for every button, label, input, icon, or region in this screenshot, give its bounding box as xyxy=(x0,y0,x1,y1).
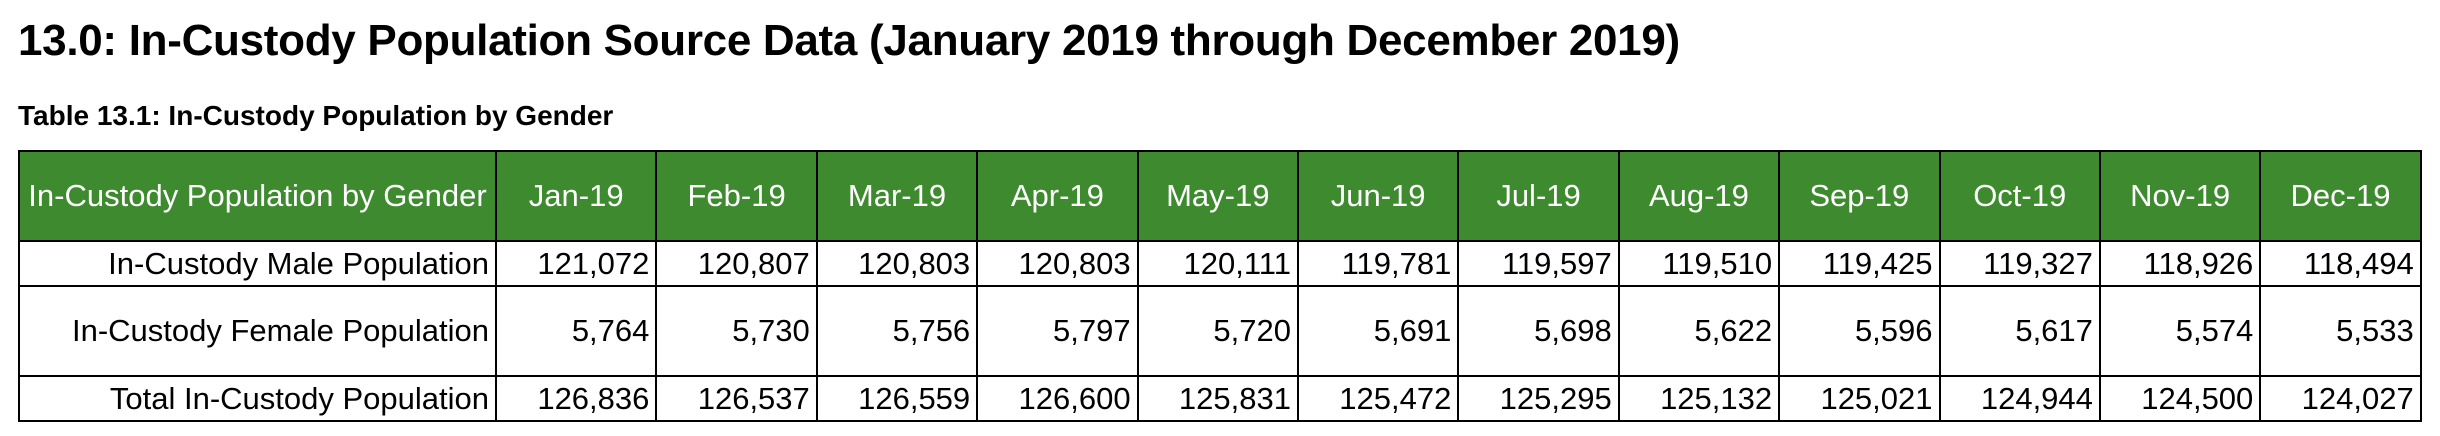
table-cell: 118,494 xyxy=(2259,240,2422,287)
table-row-total: Total In-Custody Population 126,836 126,… xyxy=(18,375,2422,422)
table-cell: 119,597 xyxy=(1457,240,1620,287)
table-caption: Table 13.1: In-Custody Population by Gen… xyxy=(18,100,614,131)
table-cell: 5,756 xyxy=(815,285,979,377)
table-cell: 125,472 xyxy=(1296,375,1460,422)
table-cell: 121,072 xyxy=(494,240,658,287)
row-label: In-Custody Female Population xyxy=(18,285,497,377)
row-label: Total In-Custody Population xyxy=(18,375,497,422)
table-cell: 125,831 xyxy=(1136,375,1299,422)
table-row-female: In-Custody Female Population 5,764 5,730… xyxy=(18,285,2422,377)
table-cell: 120,803 xyxy=(976,240,1139,287)
page-title: 13.0: In-Custody Population Source Data … xyxy=(18,16,1680,65)
table-cell: 5,574 xyxy=(2098,285,2262,377)
table-cell: 126,836 xyxy=(494,375,658,422)
table-cell: 5,533 xyxy=(2259,285,2422,377)
header-row: In-Custody Population by Gender Jan-19 F… xyxy=(18,150,2422,242)
table-cell: 119,425 xyxy=(1778,240,1941,287)
table-cell: 124,944 xyxy=(1938,375,2101,422)
month-header: Sep-19 xyxy=(1778,150,1941,242)
table-cell: 126,537 xyxy=(655,375,818,422)
table-cell: 125,021 xyxy=(1778,375,1941,422)
month-header: Mar-19 xyxy=(815,150,979,242)
table-cell: 5,596 xyxy=(1778,285,1941,377)
table-cell: 126,600 xyxy=(976,375,1139,422)
month-header: Apr-19 xyxy=(976,150,1139,242)
month-header: Jul-19 xyxy=(1457,150,1620,242)
table-cell: 120,803 xyxy=(815,240,979,287)
table-cell: 5,698 xyxy=(1457,285,1620,377)
table-cell: 5,730 xyxy=(655,285,818,377)
month-header: Jan-19 xyxy=(494,150,658,242)
table-cell: 5,764 xyxy=(494,285,658,377)
month-header: Aug-19 xyxy=(1617,150,1781,242)
table-cell: 119,781 xyxy=(1296,240,1460,287)
month-header: Nov-19 xyxy=(2098,150,2262,242)
table-row-male: In-Custody Male Population 121,072 120,8… xyxy=(18,240,2422,287)
corner-header: In-Custody Population by Gender xyxy=(18,150,497,242)
table-cell: 120,111 xyxy=(1136,240,1299,287)
table-cell: 5,797 xyxy=(976,285,1139,377)
table-cell: 120,807 xyxy=(655,240,818,287)
table-cell: 5,622 xyxy=(1617,285,1781,377)
table-cell: 119,327 xyxy=(1938,240,2101,287)
table-cell: 119,510 xyxy=(1617,240,1781,287)
table-cell: 125,132 xyxy=(1617,375,1781,422)
month-header: Jun-19 xyxy=(1296,150,1460,242)
month-header: Feb-19 xyxy=(655,150,818,242)
month-header: Dec-19 xyxy=(2259,150,2422,242)
table-cell: 118,926 xyxy=(2098,240,2262,287)
month-header: Oct-19 xyxy=(1938,150,2101,242)
table-cell: 5,691 xyxy=(1296,285,1460,377)
month-header: May-19 xyxy=(1136,150,1299,242)
table-cell: 5,720 xyxy=(1136,285,1299,377)
table-cell: 126,559 xyxy=(815,375,979,422)
row-label: In-Custody Male Population xyxy=(18,240,497,287)
table-cell: 124,500 xyxy=(2098,375,2262,422)
table-cell: 5,617 xyxy=(1938,285,2101,377)
table-cell: 124,027 xyxy=(2259,375,2422,422)
table-cell: 125,295 xyxy=(1457,375,1620,422)
in-custody-population-table: In-Custody Population by Gender Jan-19 F… xyxy=(18,150,2422,422)
